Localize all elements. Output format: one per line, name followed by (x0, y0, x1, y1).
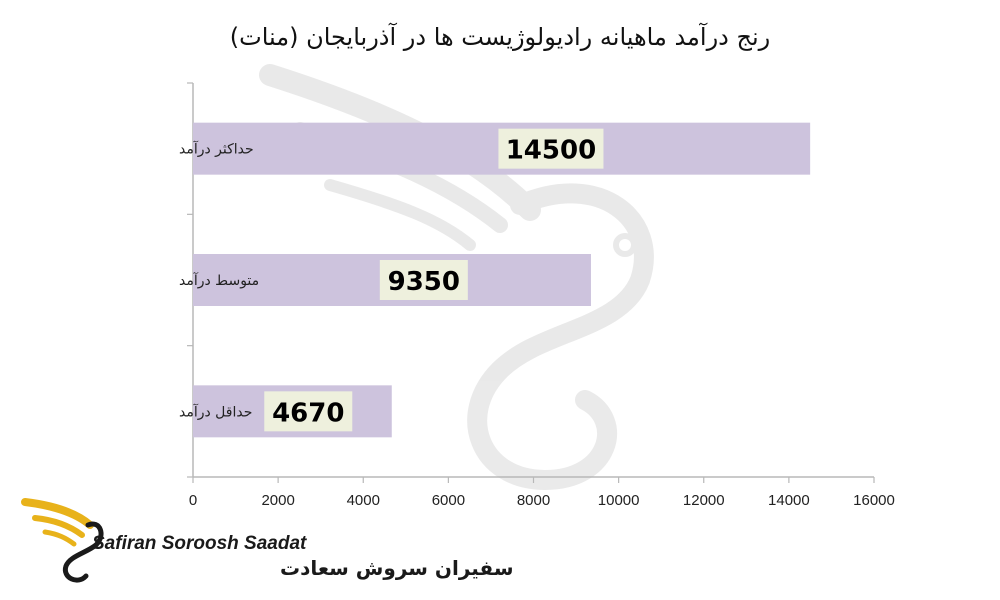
category-label: حداکثر درآمد (179, 141, 254, 158)
category-label: متوسط درآمد (179, 272, 259, 289)
x-tick-label: 8000 (517, 492, 550, 509)
x-tick-label: 6000 (432, 492, 465, 509)
x-tick-label: 16000 (853, 492, 895, 509)
data-label-box (379, 260, 468, 300)
brand-logo: Safiran Soroosh Saadat سفیران سروش سعادت (21, 498, 514, 583)
x-tick-label: 10000 (598, 492, 640, 509)
category-label: حداقل درآمد (179, 403, 252, 420)
x-tick-label: 12000 (683, 492, 725, 509)
data-label: 9350 (388, 267, 460, 297)
logo-latin-text: Safiran Soroosh Saadat (92, 533, 307, 554)
golden-swan-logo-icon (21, 498, 104, 583)
data-label: 4670 (272, 398, 344, 428)
x-tick-label: 2000 (261, 492, 294, 509)
data-label: 14500 (506, 136, 596, 166)
data-label-box (264, 391, 353, 432)
data-label-box (498, 128, 604, 169)
x-tick-label: 14000 (768, 492, 810, 509)
chart-title: رنج درآمد ماهیانه رادیولوژیست ها در آذرب… (230, 22, 771, 51)
logo-farsi-text: سفیران سروش سعادت (280, 556, 514, 580)
x-tick-label: 4000 (347, 492, 380, 509)
x-tick-label: 0 (189, 492, 197, 509)
